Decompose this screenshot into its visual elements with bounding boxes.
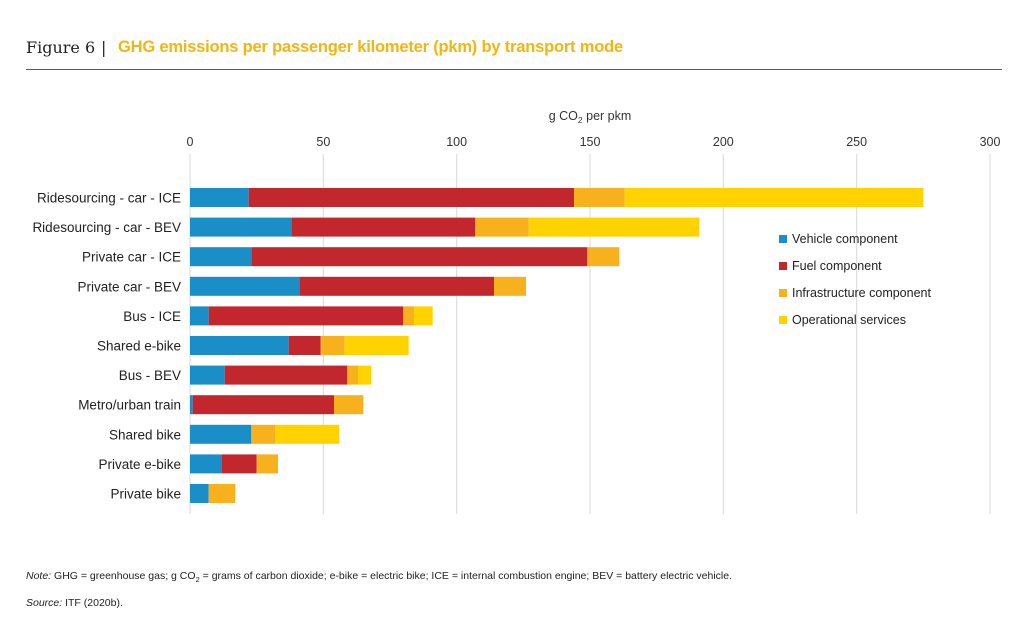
bar-segment-2 [208,306,404,326]
bar-segment-1 [190,454,222,474]
category-label: Shared bike [109,427,181,442]
bar-segment-1 [190,484,209,503]
bar-segment-3 [320,336,345,355]
bar-segment-1 [190,424,252,444]
bar-segment-3 [494,276,526,296]
bar-segment-3 [208,484,236,503]
bar-segment-2 [251,247,588,267]
x-tick-labels: 0 50 100 150 200 250 300 [187,135,1001,149]
bar-segment-1 [190,365,225,385]
x-tick-150: 150 [580,135,601,149]
category-label: Bus - BEV [119,368,181,383]
bar-segment-3 [347,365,358,385]
bar-segment-4 [344,336,409,355]
x-tick-250: 250 [846,135,867,149]
bar-segment-1 [190,306,209,326]
bar-segment-3 [574,188,625,207]
figure-header: Figure 6 | GHG emissions per passenger k… [26,34,1002,62]
legend: Vehicle component Fuel component Infrastru… [779,232,931,327]
x-axis-label-rest: per pkm [583,109,632,123]
bar-segment-3 [587,247,620,267]
legend-swatch-1 [779,235,787,243]
category-label: Bus - ICE [123,309,181,324]
bar-segment-1 [190,336,289,355]
legend-swatch-2 [779,262,787,270]
source-label: Source: [26,597,63,609]
gridlines [189,154,991,514]
x-axis-label-sub: 2 [578,115,583,125]
x-axis-label-main: g CO [549,109,578,123]
x-tick-0: 0 [187,135,194,149]
bar-segment-2 [299,276,494,296]
legend-label-4: Operational services [792,313,906,327]
bar-segment-4 [358,365,372,385]
note-text-2: = grams of carbon dioxide; e-bike = elec… [199,570,733,582]
figure-label: Figure 6 [26,38,96,57]
source-line: Source: ITF (2020b). [26,597,123,609]
category-label: Private car - ICE [82,250,181,265]
figure-separator: | [101,38,107,57]
bar-segment-2 [192,395,334,415]
note-text-1: GHG = greenhouse gas; g CO [51,570,196,582]
header-rule [26,69,1002,70]
legend-swatch-3 [779,289,787,297]
note-label: Note: [26,570,52,582]
category-labels: Ridesourcing - car - ICE Ridesourcing - c… [32,191,181,502]
legend-label-2: Fuel component [792,259,882,273]
category-label: Shared e-bike [97,339,181,354]
bar-segment-2 [224,365,348,385]
bar-segment-1 [190,395,193,415]
category-label: Private car - BEV [77,279,181,294]
bars [190,188,924,503]
category-label: Ridesourcing - car - ICE [37,191,181,206]
bar-segment-4 [275,424,340,444]
note-line: Note: GHG = greenhouse gas; g CO2 = gram… [26,570,732,584]
bar-segment-2 [248,188,574,207]
bar-segment-3 [475,217,529,237]
x-tick-100: 100 [446,135,467,149]
bar-segment-3 [403,306,414,326]
note-sub: 2 [195,575,200,585]
bar-segment-1 [190,188,249,207]
bar-segment-3 [334,395,364,415]
x-tick-200: 200 [713,135,734,149]
bar-segment-2 [291,217,476,237]
legend-label-1: Vehicle component [792,232,898,246]
figure-title: GHG emissions per passenger kilometer (p… [118,38,623,56]
bar-segment-4 [414,306,433,326]
bar-segment-1 [190,217,292,237]
category-label: Private e-bike [98,457,181,472]
source-text: ITF (2020b). [62,597,123,609]
bar-segment-1 [190,276,300,296]
x-axis-label: g CO2 per pkm [549,109,632,125]
bar-segment-3 [256,454,278,474]
category-label: Private bike [110,487,181,502]
category-label: Ridesourcing - car - BEV [32,220,181,235]
bar-segment-3 [251,424,276,444]
legend-label-3: Infrastructure component [792,286,931,300]
bar-segment-2 [222,454,257,474]
bar-segment-4 [528,217,700,237]
stacked-bar-chart: g CO2 per pkm 0 50 100 150 200 250 300 Ridesou… [32,109,1001,514]
category-label: Metro/urban train [78,398,181,413]
bar-segment-4 [624,188,924,207]
bar-segment-1 [190,247,252,267]
legend-swatch-4 [779,316,787,324]
x-tick-300: 300 [980,135,1001,149]
bar-segment-2 [288,336,321,355]
x-tick-50: 50 [316,135,330,149]
